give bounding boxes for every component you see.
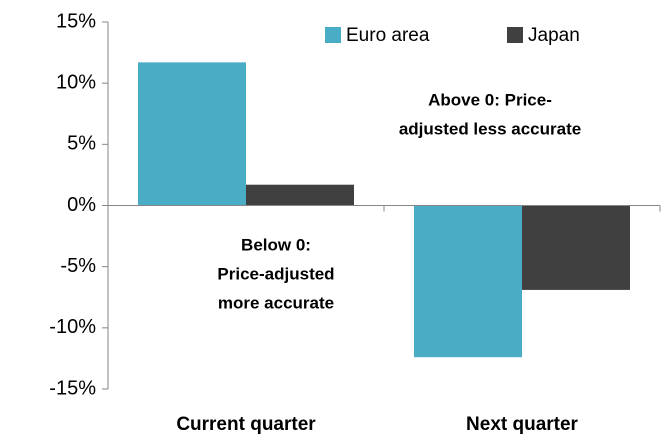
annotation: adjusted less accurate (399, 119, 581, 138)
annotation: Below 0: (241, 235, 311, 254)
legend-swatch (325, 27, 341, 43)
legend-swatch (507, 27, 523, 43)
annotation: Price-adjusted (217, 264, 334, 283)
y-tick-label: -15% (49, 377, 96, 399)
bar (246, 184, 354, 206)
bar (138, 62, 246, 206)
annotation: more accurate (218, 293, 334, 312)
x-tick-label: Next quarter (466, 414, 579, 435)
bar (522, 205, 630, 290)
y-tick-label: -10% (49, 316, 96, 338)
x-tick-label: Current quarter (176, 414, 316, 435)
y-tick-label: 5% (67, 133, 96, 155)
bar (414, 205, 522, 358)
legend-label: Japan (528, 25, 580, 46)
y-tick-label: 0% (67, 194, 96, 216)
y-tick-label: -5% (60, 255, 96, 277)
annotation: Above 0: Price- (428, 90, 552, 109)
y-tick-label: 15% (56, 10, 96, 32)
legend-label: Euro area (346, 25, 430, 46)
y-tick-label: 10% (56, 71, 96, 93)
